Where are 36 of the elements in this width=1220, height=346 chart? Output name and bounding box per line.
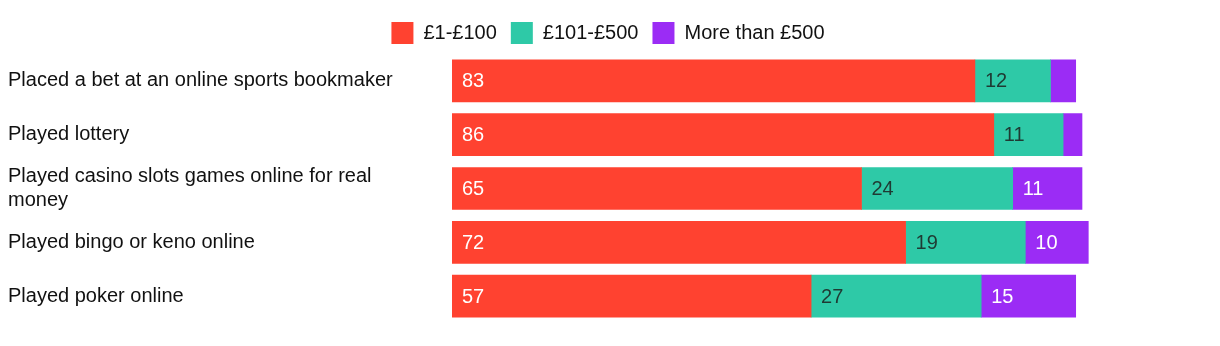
data-label: 11 xyxy=(1022,177,1044,200)
data-label: 19 xyxy=(915,230,938,253)
data-label: 24 xyxy=(871,177,894,200)
bar xyxy=(452,220,906,264)
legend-label: More than £500 xyxy=(684,20,825,43)
data-label: 83 xyxy=(462,69,485,92)
y-tick-label: Played casino slots games online for real money xyxy=(8,164,372,211)
bar xyxy=(452,274,812,318)
bar xyxy=(980,274,1077,318)
legend-label: £1-£100 xyxy=(423,20,497,43)
bar xyxy=(810,274,982,318)
y-tick-label: Played lottery xyxy=(8,122,130,145)
bar xyxy=(974,59,1051,103)
bar xyxy=(1024,220,1089,264)
data-label: 72 xyxy=(462,230,485,253)
data-label: 15 xyxy=(991,284,1014,307)
data-label: 86 xyxy=(462,123,485,146)
data-label: 65 xyxy=(462,177,485,200)
bar xyxy=(905,220,1026,264)
y-tick-label: Played bingo or keno online xyxy=(8,229,255,252)
data-label: 11 xyxy=(1003,123,1025,146)
bar xyxy=(452,167,862,210)
bar xyxy=(993,113,1064,157)
legend-label: £101-£500 xyxy=(542,20,639,43)
bar xyxy=(1012,167,1083,210)
data-label: 27 xyxy=(821,284,844,307)
y-tick-label: Played poker online xyxy=(8,283,184,306)
bar xyxy=(861,167,1014,210)
bar xyxy=(452,59,976,103)
bar xyxy=(1062,113,1083,157)
data-label: 57 xyxy=(462,284,485,307)
data-label: 12 xyxy=(984,69,1008,92)
data-label: 10 xyxy=(1035,230,1058,253)
bar xyxy=(1050,59,1077,103)
bar xyxy=(452,113,995,157)
y-tick-label: Placed a bet at an online sports bookmaker xyxy=(8,68,394,91)
